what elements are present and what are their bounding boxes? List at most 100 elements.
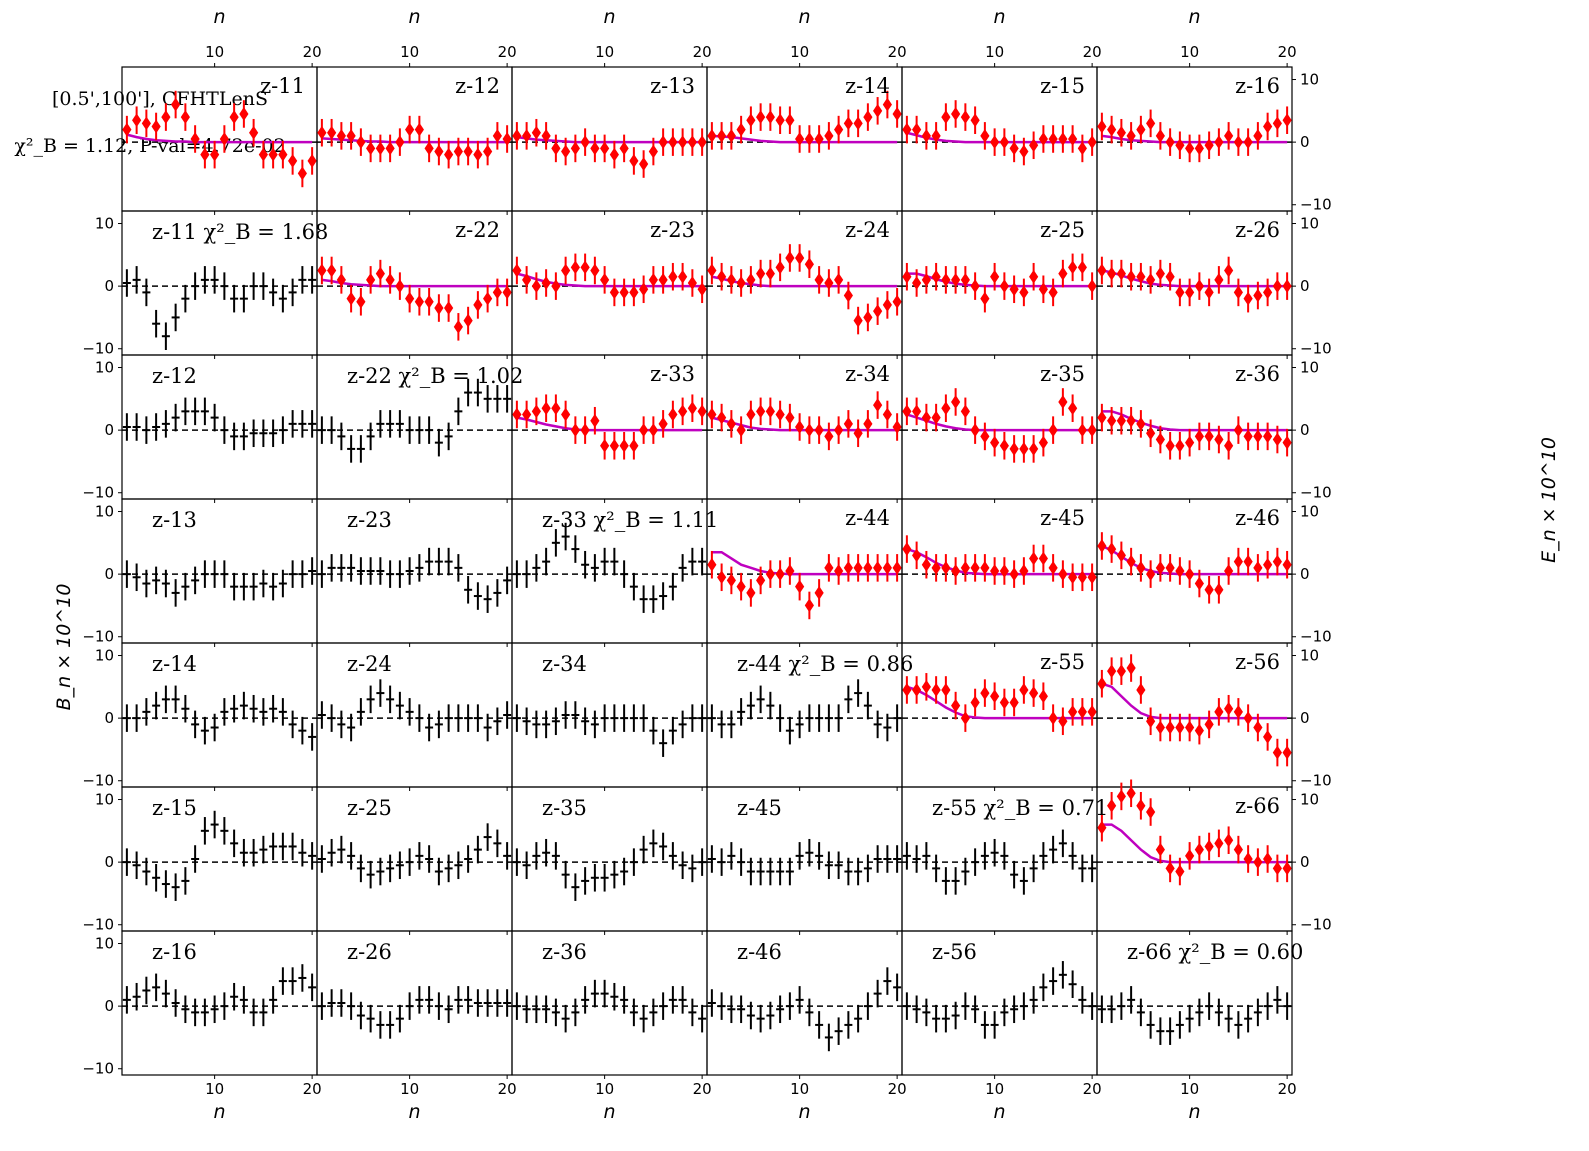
panel-e-z-46: z-46 bbox=[1096, 498, 1293, 647]
e-mode-point bbox=[990, 689, 1000, 704]
panel-b-z-55: z-55 χ²_B = 0.71 bbox=[901, 786, 1108, 935]
e-mode-point bbox=[522, 407, 532, 422]
e-mode-point bbox=[756, 110, 766, 124]
x-tick-label: 10 bbox=[1180, 1080, 1199, 1098]
e-mode-point bbox=[853, 116, 863, 131]
e-mode-point bbox=[892, 560, 902, 575]
e-mode-point bbox=[1282, 113, 1292, 128]
e-mode-point bbox=[687, 401, 697, 416]
e-mode-point bbox=[190, 132, 200, 146]
panel-label: z-13 bbox=[152, 508, 197, 532]
e-mode-point bbox=[531, 279, 541, 294]
e-mode-point bbox=[775, 567, 785, 582]
y-tick-label: 0 bbox=[1300, 421, 1310, 439]
e-mode-point bbox=[1058, 132, 1068, 146]
panel-b-z-56: z-56 bbox=[901, 930, 1098, 1079]
x-tick-label: 20 bbox=[303, 1080, 322, 1098]
e-mode-point bbox=[902, 542, 912, 556]
x-tick-label: 20 bbox=[303, 43, 322, 61]
e-mode-point bbox=[600, 272, 610, 287]
e-mode-point bbox=[541, 128, 551, 143]
e-mode-point bbox=[804, 423, 814, 438]
panels-layer: z-11 z-12 z-13 z-14 z-15 z-16 z-22 z-23 z-24 z-25… bbox=[82, 6, 1331, 1123]
e-mode-point bbox=[951, 107, 961, 121]
e-mode-point bbox=[1029, 269, 1039, 284]
e-mode-point bbox=[687, 276, 697, 290]
e-mode-point bbox=[951, 698, 961, 713]
e-mode-point bbox=[785, 564, 795, 578]
e-mode-point bbox=[658, 272, 668, 287]
e-mode-point bbox=[1233, 842, 1243, 857]
panel-label: z-56 bbox=[1235, 650, 1280, 674]
e-mode-point bbox=[1048, 560, 1058, 575]
e-mode-point bbox=[1097, 676, 1107, 691]
e-mode-point bbox=[1097, 410, 1107, 425]
e-mode-point bbox=[726, 272, 736, 287]
e-mode-point bbox=[804, 257, 814, 272]
e-mode-point bbox=[970, 423, 980, 438]
e-mode-point bbox=[814, 586, 824, 600]
e-mode-point bbox=[1009, 282, 1019, 297]
e-mode-point bbox=[1146, 116, 1156, 131]
y-tick-label: 10 bbox=[95, 215, 114, 233]
e-mode-point bbox=[444, 301, 454, 315]
e-mode-point bbox=[1116, 664, 1126, 679]
e-mode-point bbox=[1126, 128, 1136, 143]
e-mode-point bbox=[1214, 582, 1224, 597]
e-mode-point bbox=[492, 285, 502, 300]
e-mode-point bbox=[980, 291, 990, 306]
e-mode-point bbox=[1165, 135, 1175, 150]
e-mode-point bbox=[1019, 285, 1029, 300]
y-tick-label: 10 bbox=[95, 935, 114, 953]
panel-e-z-25: z-25 bbox=[901, 210, 1098, 359]
e-mode-point bbox=[639, 157, 649, 171]
y-tick-label: 10 bbox=[1300, 71, 1319, 89]
e-mode-point bbox=[795, 251, 805, 265]
y-tick-label: −10 bbox=[82, 772, 114, 790]
e-mode-point bbox=[980, 429, 990, 444]
model-line bbox=[711, 550, 898, 576]
e-mode-point bbox=[765, 404, 775, 419]
e-mode-point bbox=[268, 147, 278, 162]
e-mode-point bbox=[1263, 429, 1273, 444]
panel-label: z-55 bbox=[1040, 650, 1085, 674]
e-mode-point bbox=[648, 272, 658, 287]
e-mode-point bbox=[1155, 128, 1165, 143]
e-mode-point bbox=[999, 279, 1009, 294]
e-mode-point bbox=[1214, 704, 1224, 719]
left-y-axis-label: B_n × 10^10 bbox=[53, 584, 75, 711]
e-mode-point bbox=[873, 398, 883, 412]
e-mode-point bbox=[1204, 138, 1214, 153]
y-tick-label: 0 bbox=[104, 997, 114, 1015]
e-mode-point bbox=[1204, 429, 1214, 444]
e-mode-point bbox=[1009, 695, 1019, 710]
e-mode-point bbox=[1116, 125, 1126, 140]
e-mode-point bbox=[551, 279, 561, 294]
e-mode-point bbox=[229, 110, 239, 124]
panel-b-z-26: z-26 bbox=[316, 930, 513, 1079]
e-mode-point bbox=[483, 144, 493, 159]
panel-label: z-22 bbox=[455, 218, 500, 242]
e-mode-point bbox=[804, 598, 814, 613]
panel-b-z-24: z-24 bbox=[316, 642, 513, 791]
e-mode-point bbox=[375, 266, 385, 281]
e-mode-point bbox=[1009, 567, 1019, 582]
panel-b-z-11: z-11 χ²_B = 1.68 bbox=[121, 210, 328, 359]
e-mode-point bbox=[1185, 720, 1195, 735]
e-mode-point bbox=[609, 147, 619, 162]
e-mode-point bbox=[541, 276, 551, 290]
e-mode-point bbox=[1165, 560, 1175, 575]
panel-label: z-23 bbox=[650, 218, 695, 242]
panel-label: z-24 bbox=[347, 652, 392, 676]
e-mode-point bbox=[746, 272, 756, 287]
y-tick-label: 0 bbox=[1300, 277, 1310, 295]
e-mode-point bbox=[1146, 426, 1156, 441]
e-mode-point bbox=[219, 132, 229, 146]
e-mode-point bbox=[1107, 122, 1117, 137]
e-mode-point bbox=[726, 128, 736, 143]
e-mode-point bbox=[1224, 263, 1234, 278]
e-mode-point bbox=[1107, 413, 1117, 428]
y-tick-label: 0 bbox=[1300, 853, 1310, 871]
x-axis-label-top: n bbox=[993, 6, 1005, 28]
e-mode-point bbox=[765, 110, 775, 124]
